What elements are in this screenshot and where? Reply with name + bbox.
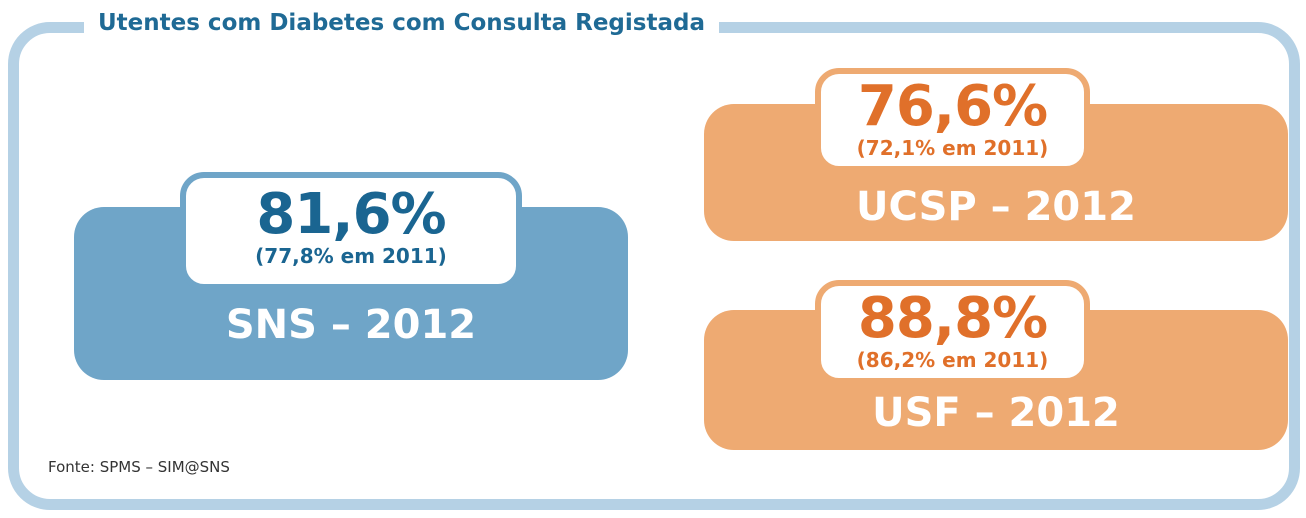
value: 88,8% — [857, 286, 1048, 351]
value-box: 88,8% (86,2% em 2011) — [815, 280, 1090, 384]
title: Utentes com Diabetes com Consulta Regist… — [84, 4, 719, 42]
label: USF – 2012 — [872, 390, 1120, 436]
previous: (86,2% em 2011) — [856, 348, 1049, 372]
label: UCSP – 2012 — [856, 184, 1136, 230]
label: SNS – 2012 — [225, 302, 477, 348]
value: 81,6% — [256, 182, 446, 247]
value-box: 76,6% (72,1% em 2011) — [815, 68, 1090, 172]
previous: (77,8% em 2011) — [255, 244, 447, 268]
source: Fonte: SPMS – SIM@SNS — [48, 458, 230, 476]
previous: (72,1% em 2011) — [856, 136, 1049, 160]
value: 76,6% — [857, 74, 1048, 139]
value-box: 81,6% (77,8% em 2011) — [180, 172, 522, 290]
